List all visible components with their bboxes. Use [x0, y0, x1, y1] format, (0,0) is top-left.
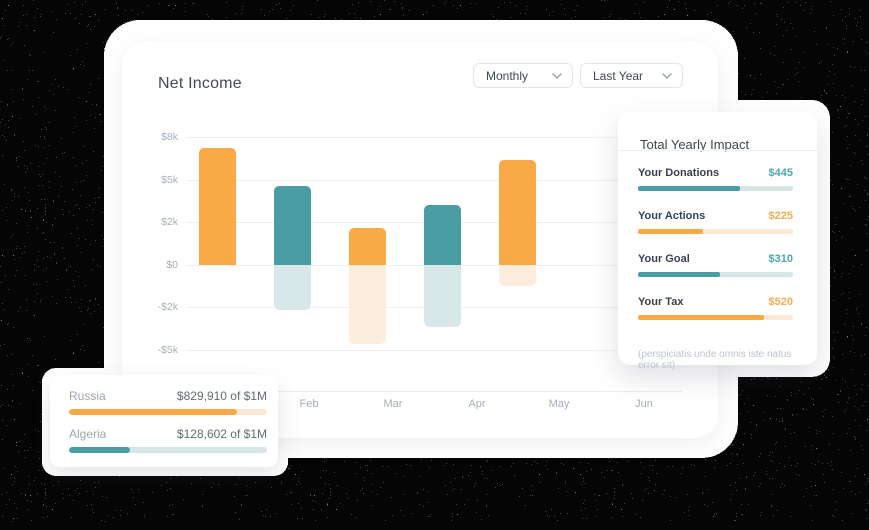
- progress-fill: [638, 229, 704, 234]
- progress-fill: [69, 409, 238, 415]
- progress-fill: [69, 447, 131, 453]
- y-axis-tick-label: $5k: [161, 174, 178, 186]
- page-title: Net Income: [158, 74, 242, 92]
- impact-panel: Total Yearly Impact Your Donations $445 Yo…: [618, 112, 817, 371]
- gridline: [186, 180, 690, 181]
- impact-item-value: $445: [768, 167, 793, 179]
- y-axis-tick-label: $0: [166, 259, 178, 271]
- x-axis-line: [150, 391, 682, 392]
- progress-fill: [638, 315, 764, 320]
- bar-negative-segment: [348, 265, 386, 345]
- range-dropdown-value: Last Year: [593, 68, 644, 83]
- progress-track: [638, 315, 793, 320]
- impact-item-label: Your Donations: [638, 167, 720, 179]
- x-axis-month-label: Mar: [383, 398, 403, 410]
- countries-card: Russia $829,910 of $1M Algeria $128,602 of …: [50, 375, 278, 467]
- progress-track: [638, 186, 793, 191]
- country-label: Algeria: [69, 427, 107, 441]
- x-axis-month-label: Apr: [468, 398, 486, 410]
- x-axis-month-label: Feb: [299, 398, 319, 410]
- bar-negative-segment: [423, 265, 461, 328]
- country-value: $128,602 of $1M: [176, 427, 267, 441]
- country-label: Russia: [69, 389, 106, 403]
- bar-negative-segment: [498, 265, 536, 286]
- period-dropdown-value: Monthly: [486, 68, 529, 83]
- x-axis-month-label: May: [548, 398, 570, 410]
- chevron-down-icon: [552, 72, 562, 79]
- country-value: $829,910 of $1M: [176, 389, 267, 403]
- gridline: [186, 350, 690, 351]
- y-axis-tick-label: $2k: [161, 216, 178, 228]
- progress-track: [638, 272, 793, 277]
- bar-positive-segment: [423, 205, 461, 265]
- progress-fill: [638, 186, 741, 191]
- x-axis-month-label: Jun: [635, 398, 653, 410]
- impact-item-label: Your Goal: [638, 253, 690, 265]
- impact-item-label: Your Actions: [638, 210, 706, 222]
- progress-track: [638, 229, 793, 234]
- bar-negative-segment: [273, 265, 311, 310]
- progress-fill: [638, 272, 721, 277]
- y-axis-tick-label: -$5k: [157, 344, 178, 356]
- divider: [618, 150, 817, 151]
- y-axis-tick-label: -$2k: [157, 301, 178, 313]
- net-income-card: Net Income Monthly Last Year $8k $5k $2k $0…: [122, 42, 718, 438]
- bar-positive-segment: [273, 185, 311, 265]
- bar-positive-segment: [348, 228, 386, 265]
- period-dropdown[interactable]: Monthly: [473, 63, 573, 88]
- impact-panel-title: Total Yearly Impact: [640, 136, 750, 152]
- y-axis-tick-label: $8k: [161, 131, 178, 143]
- progress-track: [69, 409, 267, 415]
- impact-item-label: Your Tax: [638, 296, 684, 308]
- impact-item-value: $520: [768, 296, 793, 308]
- bar-positive-segment: [198, 148, 236, 265]
- impact-item-value: $225: [768, 210, 793, 222]
- progress-track: [69, 447, 267, 453]
- impact-footnote: (perspiciatis unde omnis iste natus erro…: [638, 349, 792, 371]
- net-income-chart: $8k $5k $2k $0 -$2k -$5k Feb Mar Apr May Jun: [122, 42, 718, 438]
- impact-item-value: $310: [768, 253, 793, 265]
- bar-positive-segment: [498, 159, 536, 265]
- chevron-down-icon: [662, 72, 672, 79]
- range-dropdown[interactable]: Last Year: [580, 63, 683, 88]
- gridline: [186, 137, 690, 138]
